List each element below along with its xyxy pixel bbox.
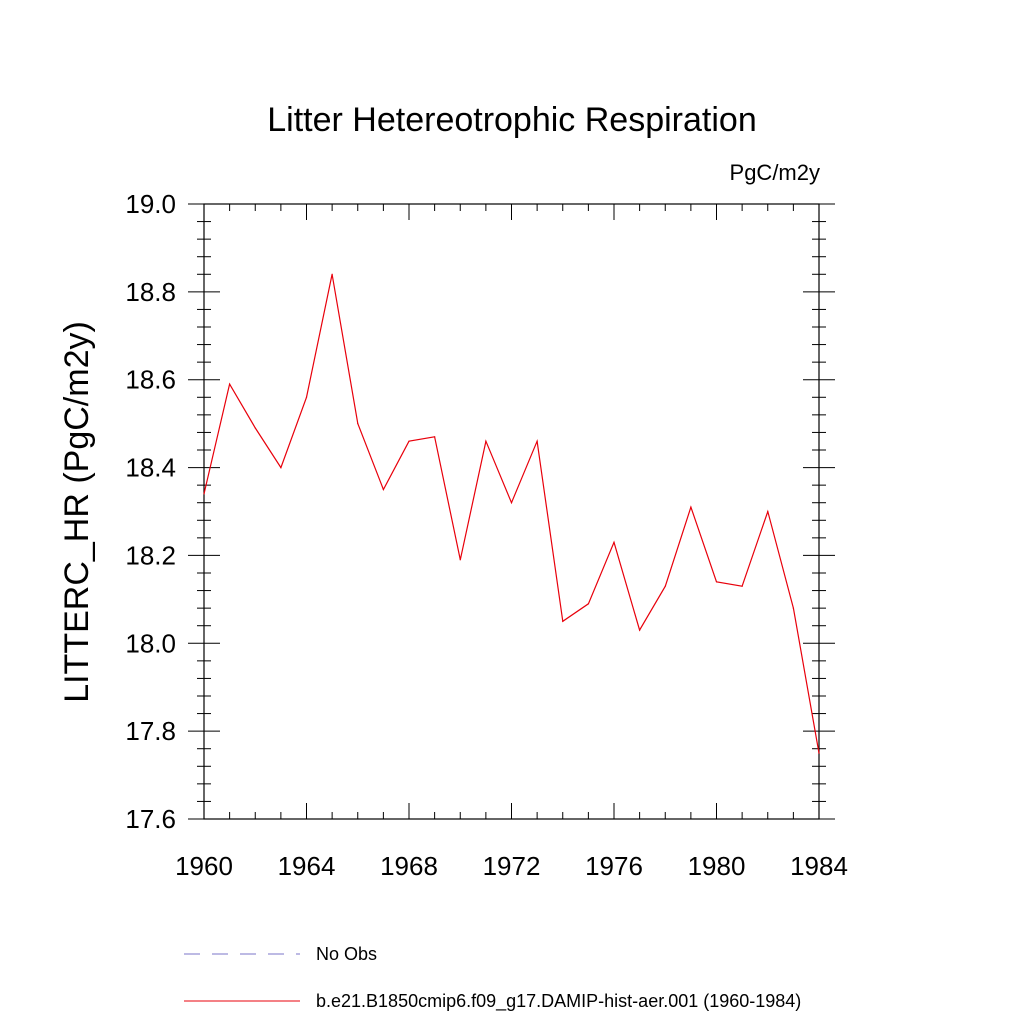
y-tick-label: 18.4 [125,453,176,483]
data-point [715,581,718,583]
y-tick-label: 18.8 [125,277,176,307]
legend: No Obs b.e21.B1850cmip6.f09_g17.DAMIP-his… [184,944,801,1012]
x-tick-label: 1964 [278,851,336,881]
data-point [639,629,641,631]
data-point [664,585,666,587]
chart-title: Litter Hetereotrophic Respiration [267,101,756,139]
data-point [331,273,333,275]
data-point [357,423,359,425]
series-line-0 [203,274,820,754]
y-tick-label: 17.6 [125,804,176,834]
data-point [510,502,513,504]
y-tick-label: 19.0 [125,189,176,219]
legend-label-0: No Obs [316,944,377,964]
plot-frame [203,203,820,820]
data-point [382,488,384,491]
data-point [254,427,256,429]
series-layer [203,273,820,754]
data-point [280,466,282,469]
data-point [562,620,564,622]
data-point [434,436,436,438]
y-tick-label: 18.6 [125,365,176,395]
data-point [792,607,794,609]
data-point [459,559,461,561]
x-tick-label: 1980 [688,851,746,881]
x-tick-label: 1968 [380,851,438,881]
x-tick-label: 1984 [790,851,848,881]
x-tick-label: 1976 [585,851,643,881]
data-point [690,506,692,508]
data-point [229,383,231,385]
data-point [587,603,589,605]
x-tick-label: 1972 [483,851,541,881]
y-tick-label: 18.0 [125,628,176,658]
data-point [613,541,615,543]
legend-label-1: b.e21.B1850cmip6.f09_g17.DAMIP-hist-aer.… [316,991,801,1012]
x-tick-label: 1960 [175,851,233,881]
y-tick-label: 18.2 [125,540,176,570]
data-point [408,440,410,442]
y-axis-label: LITTERC_HR (PgC/m2y) [58,321,96,703]
data-point [485,440,487,442]
data-point [767,510,769,513]
y-tick-label: 17.8 [125,716,176,746]
units-label: PgC/m2y [730,160,820,185]
data-point [818,752,820,754]
data-point [536,440,538,442]
axes: 1960 1964 1968 1972 1976 1980 1984 17.6 17.8 18.0… [125,189,848,881]
data-point [305,396,308,398]
data-point [203,493,205,495]
data-point [741,585,743,587]
